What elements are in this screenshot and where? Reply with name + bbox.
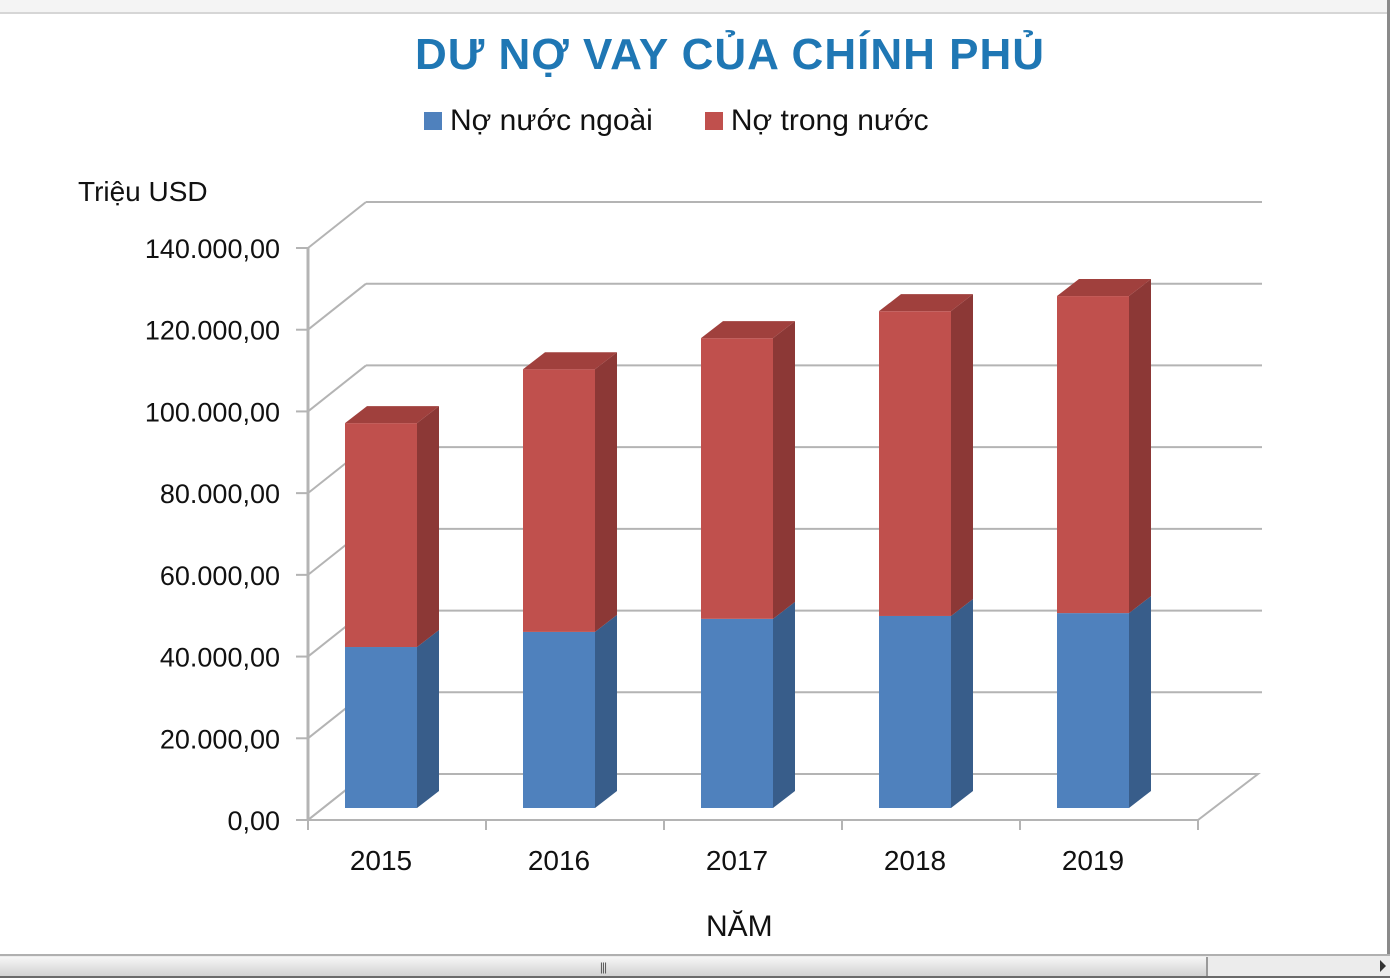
y-tick-label: 40.000,00 — [160, 643, 280, 673]
legend-item-domestic-debt: Nợ trong nước — [704, 104, 929, 138]
legend-label: Nợ nước ngoài — [450, 104, 653, 137]
legend-item-foreign-debt: Nợ nước ngoài — [424, 104, 653, 138]
scrollbar-thumb[interactable]: ||| — [0, 957, 1208, 976]
x-tick-label: 2018 — [884, 845, 946, 876]
chart-title: DƯ NỢ VAY CỦA CHÍNH PHỦ — [415, 30, 1045, 79]
y-tick-label: 80.000,00 — [160, 479, 280, 509]
bar-2019 — [1057, 279, 1151, 808]
y-tick-label: 60.000,00 — [160, 561, 280, 591]
y-tick-label: 120.000,00 — [145, 316, 280, 346]
y-tick-label: 140.000,00 — [145, 234, 280, 264]
y-tick-label: 20.000,00 — [160, 724, 280, 754]
grip-icon: ||| — [599, 959, 607, 974]
legend-swatch-icon — [704, 112, 723, 130]
window-top-strip — [0, 0, 1390, 14]
bar-2015 — [345, 406, 439, 808]
x-axis-title: NĂM — [706, 910, 773, 943]
scroll-right-arrow-icon[interactable] — [1380, 960, 1386, 972]
legend-label: Nợ trong nước — [730, 104, 929, 137]
horizontal-scrollbar[interactable]: ||| — [0, 954, 1390, 978]
bar-2018 — [879, 294, 973, 808]
y-tick-label: 0,00 — [227, 806, 280, 836]
bar-2017 — [701, 321, 795, 808]
y-axis-unit-label: Triệu USD — [78, 176, 208, 207]
y-tick-label: 100.000,00 — [145, 397, 280, 427]
legend-swatch-icon — [424, 112, 442, 130]
x-tick-label: 2016 — [528, 845, 590, 876]
bar-2016 — [523, 352, 617, 808]
x-tick-label: 2019 — [1062, 845, 1124, 876]
window-right-border — [1387, 0, 1390, 955]
x-tick-label: 2017 — [706, 845, 768, 876]
chart-legend: Nợ nước ngoài Nợ trong nước — [424, 104, 981, 138]
x-tick-label: 2015 — [350, 845, 412, 876]
